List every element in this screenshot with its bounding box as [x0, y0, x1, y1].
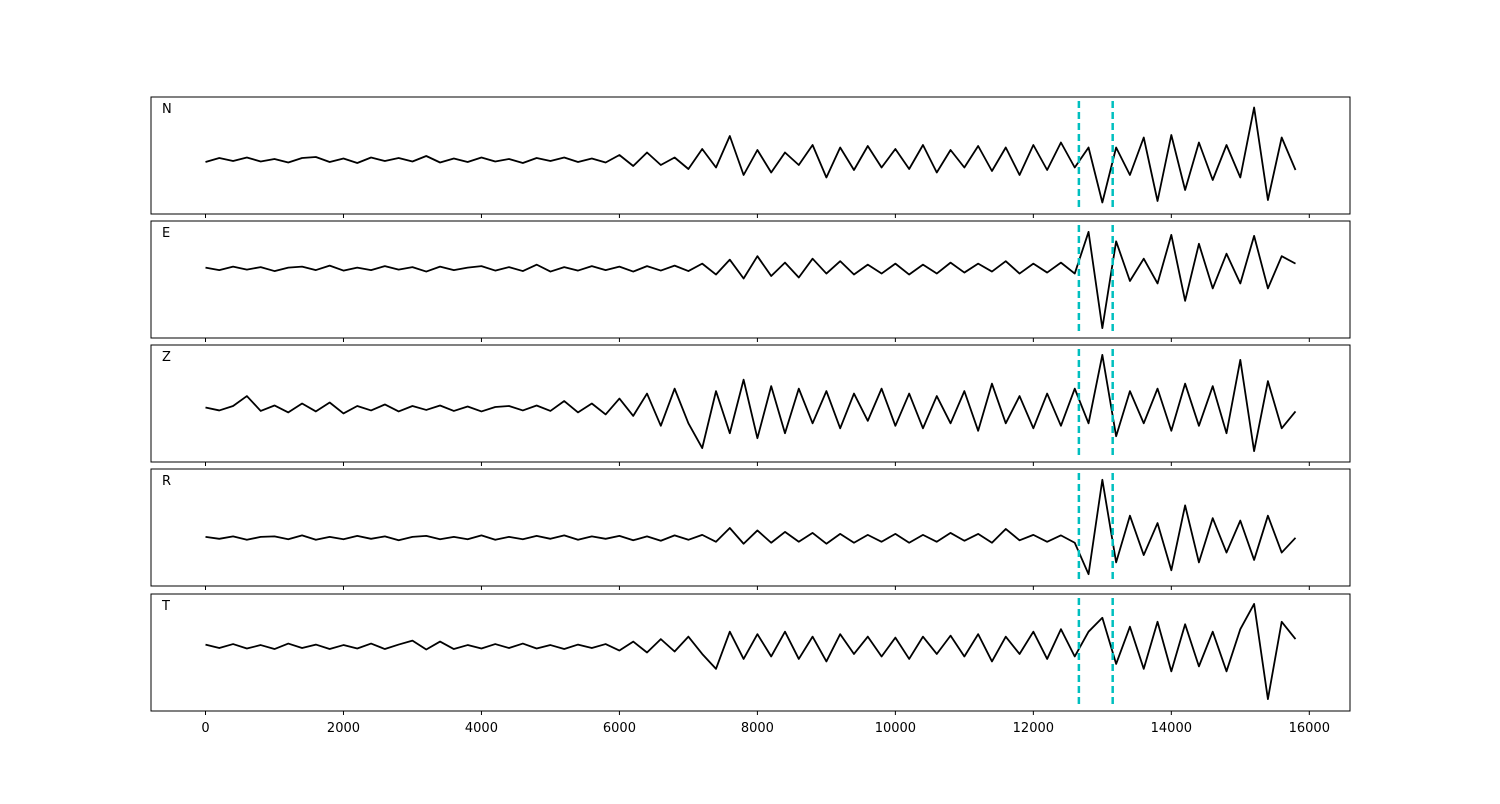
waveform — [205, 478, 1297, 576]
x-tick-label: 10000 — [875, 721, 916, 736]
panel-label: Z — [162, 350, 171, 365]
panel-background — [151, 469, 1350, 586]
waveform — [205, 354, 1297, 452]
x-tick-label: 0 — [201, 721, 209, 736]
panel-frame — [150, 220, 1351, 339]
panel-label: T — [161, 599, 170, 614]
panel-frame — [150, 96, 1351, 215]
panel-frame — [150, 344, 1351, 463]
panel-label: R — [162, 474, 171, 489]
panel-label: N — [162, 102, 172, 117]
panel-background — [151, 594, 1350, 711]
panel-frame — [150, 468, 1351, 587]
panel-background — [151, 345, 1350, 462]
x-tick-label: 8000 — [741, 721, 774, 736]
panel-label: E — [162, 226, 170, 241]
panel-background — [151, 221, 1350, 338]
x-tick-label: 2000 — [327, 721, 360, 736]
waveform — [205, 231, 1296, 329]
x-tick-label: 16000 — [1289, 721, 1330, 736]
x-tick-label: 4000 — [465, 721, 498, 736]
x-tick-label: 6000 — [603, 721, 636, 736]
x-tick-label: 12000 — [1013, 721, 1054, 736]
panel-frame — [150, 593, 1351, 712]
panel-background — [151, 97, 1350, 214]
x-tick-label: 14000 — [1151, 721, 1192, 736]
